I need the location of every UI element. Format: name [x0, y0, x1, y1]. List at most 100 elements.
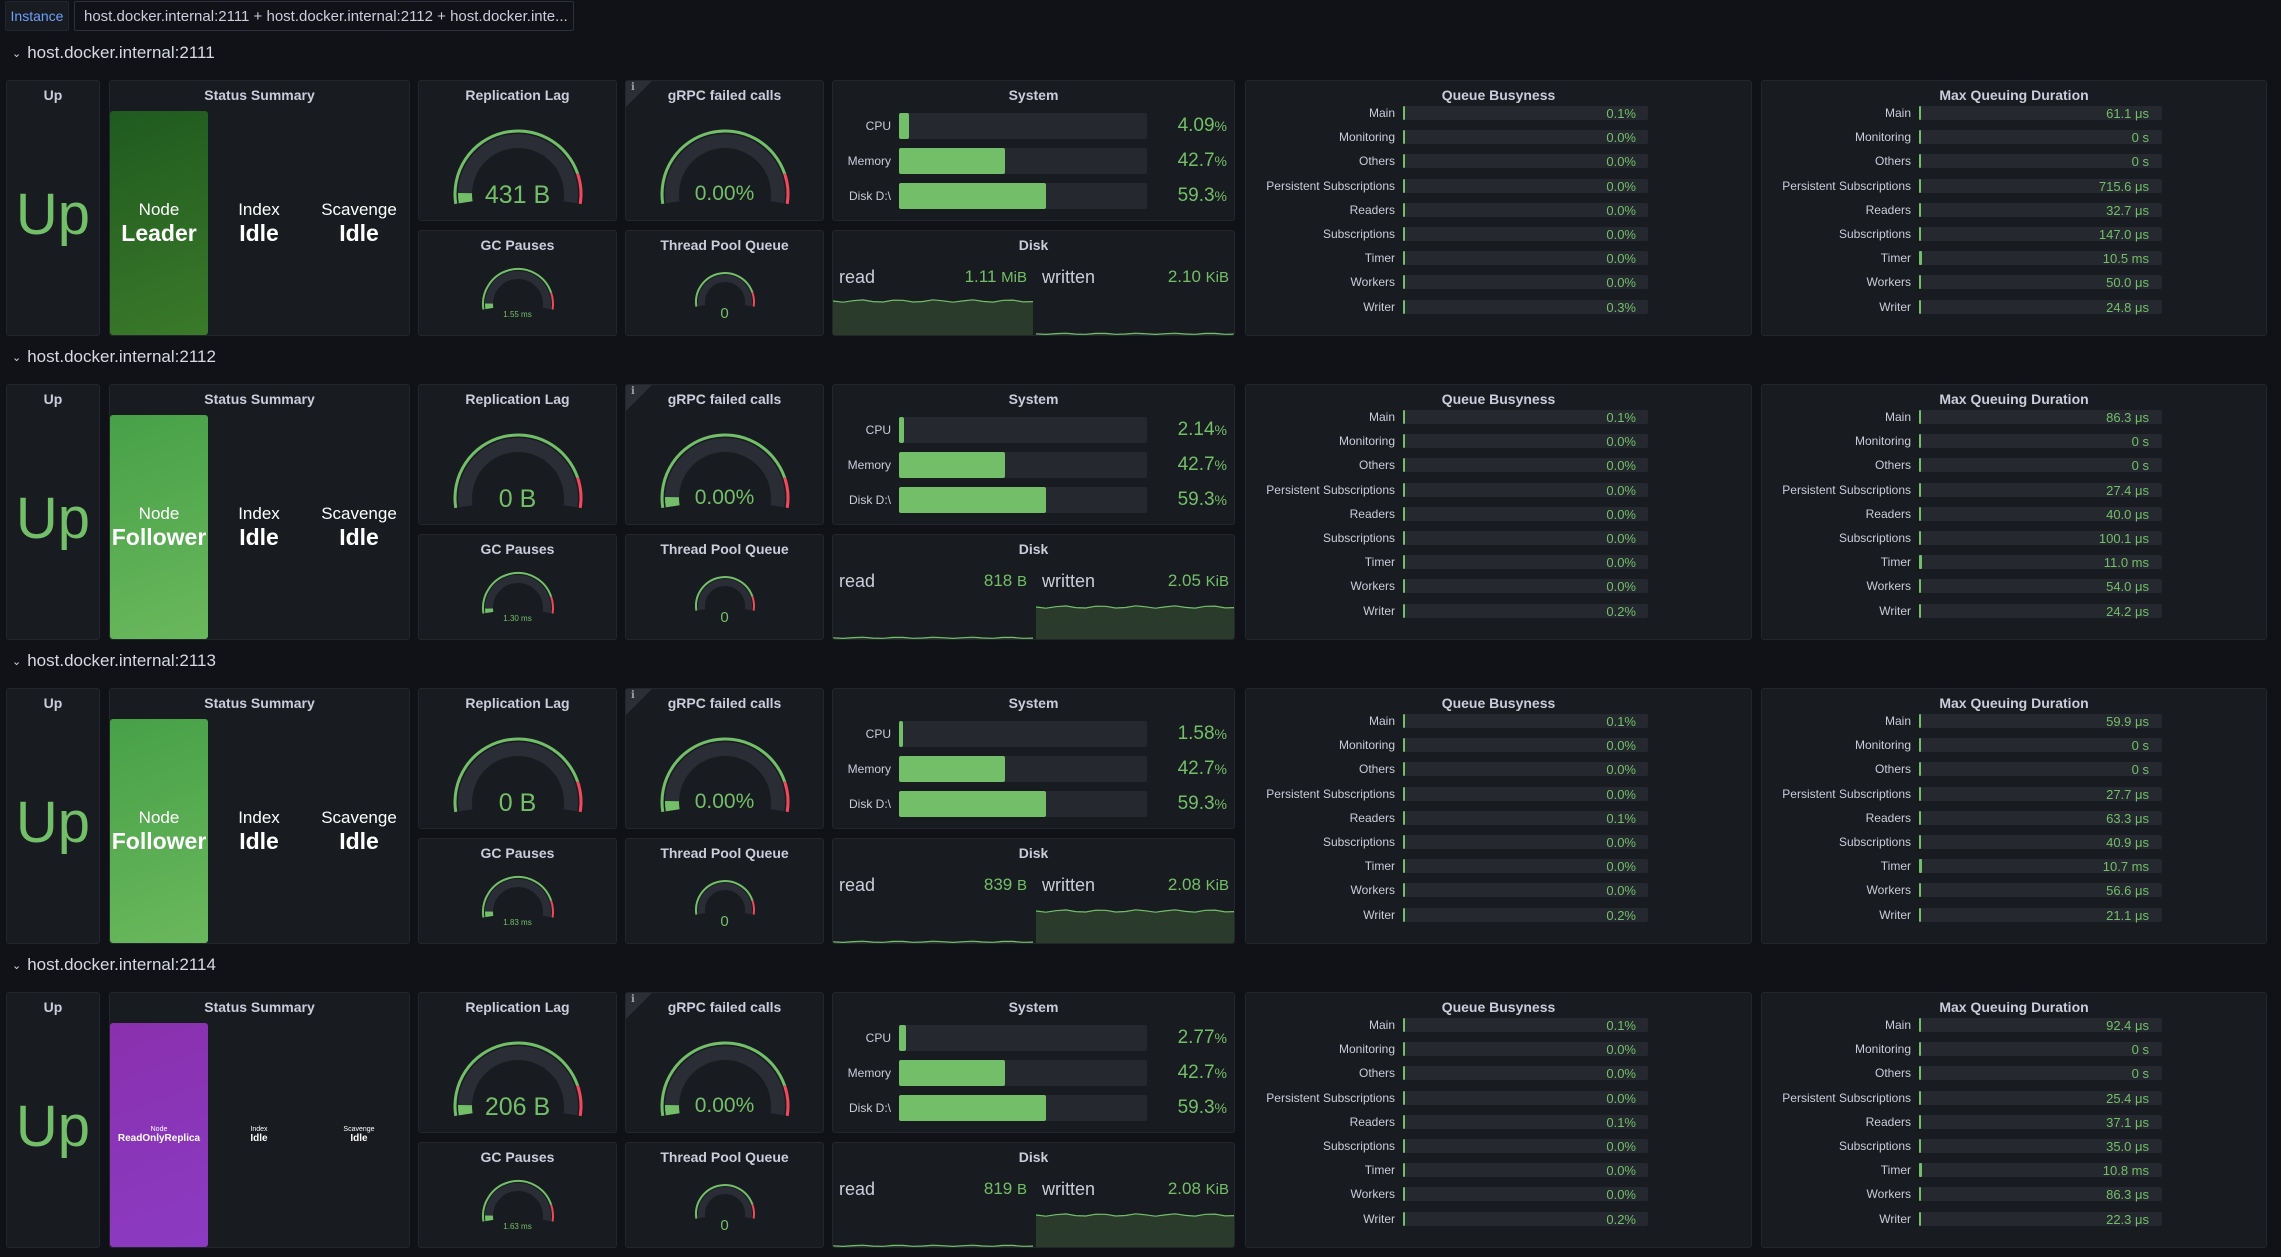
queue-bar-track: [1919, 762, 2162, 777]
up-panel[interactable]: Up Up: [6, 80, 100, 336]
gc-pauses-panel[interactable]: GC Pauses 1.83 ms: [418, 838, 617, 944]
disk-read-label: read: [839, 1179, 876, 1199]
gauge-threshold-ok: [660, 1041, 787, 1117]
queue-busyness-panel[interactable]: Queue Busyness Main 0.1% Monitoring 0.0% Oth…: [1245, 384, 1752, 640]
max-queuing-duration-panel[interactable]: Max Queuing Duration Main 86.3 μs Monitori…: [1761, 384, 2267, 640]
replication-lag-panel[interactable]: Replication Lag 0 B: [418, 688, 617, 829]
system-panel[interactable]: System CPU 4.09% Memory 42.7% Disk D:\ 59.3%: [832, 80, 1235, 221]
queue-value: 86.3 μs: [2106, 410, 2149, 425]
chevron-down-icon: ⌄: [12, 655, 22, 668]
queue-value: 0.1%: [1606, 1114, 1636, 1130]
panel-title: gRPC failed calls: [667, 391, 782, 407]
grpc-failed-calls-panel[interactable]: i gRPC failed calls 0.00%: [625, 688, 824, 829]
replication-lag-panel[interactable]: Replication Lag 431 B: [418, 80, 617, 221]
grpc-failed-calls-panel[interactable]: i gRPC failed calls 0.00%: [625, 992, 824, 1133]
info-icon[interactable]: i: [631, 82, 635, 93]
disk-panel[interactable]: Disk read 818 B written 2.05 KiB: [832, 534, 1235, 640]
queue-bar-fill: [1919, 154, 1921, 169]
disk-panel[interactable]: Disk read 1.11 MiB written 2.10 KiB: [832, 230, 1235, 336]
system-value-unit: %: [1214, 188, 1227, 204]
queue-bar-track: [1919, 883, 2162, 898]
row-header[interactable]: ⌄ host.docker.internal:2114: [12, 953, 216, 977]
system-panel[interactable]: System CPU 2.77% Memory 42.7% Disk D:\ 59.3%: [832, 992, 1235, 1133]
max-queuing-duration-panel[interactable]: Max Queuing Duration Main 92.4 μs Monitori…: [1761, 992, 2267, 1248]
thread-pool-queue-panel[interactable]: Thread Pool Queue 0: [625, 1142, 824, 1248]
queue-bar-track: [1919, 130, 2162, 145]
status-summary-panel[interactable]: Status Summary Node Follower Index Idle …: [109, 384, 410, 640]
max-queuing-duration-panel[interactable]: Max Queuing Duration Main 61.1 μs Monitori…: [1761, 80, 2267, 336]
info-icon[interactable]: i: [631, 690, 635, 701]
gc-pauses-panel[interactable]: GC Pauses 1.30 ms: [418, 534, 617, 640]
queue-row: Monitoring 0.0%: [1246, 738, 1751, 753]
disk-read-label: read: [839, 571, 876, 591]
queue-busyness-panel[interactable]: Queue Busyness Main 0.1% Monitoring 0.0% Oth…: [1245, 688, 1752, 944]
system-panel[interactable]: System CPU 1.58% Memory 42.7% Disk D:\ 59.3%: [832, 688, 1235, 829]
system-row-label: CPU: [865, 423, 891, 437]
info-icon[interactable]: i: [631, 994, 635, 1005]
system-value-unit: %: [1214, 422, 1227, 438]
gauge-threshold-ok: [482, 268, 553, 310]
up-panel[interactable]: Up Up: [6, 384, 100, 640]
queue-row: Others 0 s: [1762, 154, 2266, 169]
queue-value: 0 s: [2131, 130, 2149, 146]
disk-panel[interactable]: Disk read 839 B written 2.08 KiB: [832, 838, 1235, 944]
status-summary-panel[interactable]: Status Summary Node ReadOnlyReplica Inde…: [109, 992, 410, 1248]
gauge-threshold-danger: [783, 781, 790, 813]
queue-value: 0.1%: [1606, 810, 1636, 826]
gc-pauses-panel[interactable]: GC Pauses 1.55 ms: [418, 230, 617, 336]
info-corner: [626, 81, 652, 107]
grpc-failed-value: 0.00%: [694, 1094, 755, 1117]
queue-bar-track: [1919, 202, 2162, 217]
queue-row: Readers 0.1%: [1246, 810, 1751, 826]
index-status: Index Idle: [210, 415, 308, 639]
max-queuing-duration-panel[interactable]: Max Queuing Duration Main 59.9 μs Monitori…: [1761, 688, 2267, 944]
disk-read: read 819 B: [833, 1167, 1033, 1247]
system-row-label: CPU: [865, 1031, 891, 1045]
queue-bar-fill: [1403, 434, 1405, 449]
up-panel[interactable]: Up Up: [6, 992, 100, 1248]
replication-lag-panel[interactable]: Replication Lag 206 B: [418, 992, 617, 1133]
info-icon[interactable]: i: [631, 386, 635, 397]
thread-pool-queue-panel[interactable]: Thread Pool Queue 0: [625, 838, 824, 944]
replication-lag-value: 0 B: [498, 485, 537, 513]
queue-bar-track: [1919, 531, 2162, 545]
queue-name: Workers: [1866, 275, 1911, 290]
queue-value: 25.4 μs: [2106, 1090, 2149, 1106]
gauge-threshold-danger: [751, 292, 755, 307]
instance-variable-select[interactable]: host.docker.internal:2111 + host.docker.…: [74, 1, 574, 31]
queue-bar-track: [1403, 458, 1648, 473]
system-panel[interactable]: System CPU 2.14% Memory 42.7% Disk D:\ 59.3%: [832, 384, 1235, 525]
row-header[interactable]: ⌄ host.docker.internal:2111: [12, 41, 215, 65]
system-value-number: 59.3: [1177, 793, 1215, 814]
queue-bar-track: [1919, 251, 2162, 266]
system-row-value: 1.58%: [1163, 723, 1227, 745]
thread-pool-value: 0: [720, 913, 729, 930]
queue-name: Others: [1358, 154, 1395, 169]
gc-pauses-panel[interactable]: GC Pauses 1.63 ms: [418, 1142, 617, 1248]
queue-bar-track: [1919, 579, 2162, 594]
thread-pool-queue-panel[interactable]: Thread Pool Queue 0: [625, 230, 824, 336]
queue-row: Monitoring 0 s: [1762, 1042, 2266, 1057]
queue-name: Persistent Subscriptions: [1266, 1090, 1395, 1105]
queue-row: Others 0 s: [1762, 1066, 2266, 1081]
queue-name: Persistent Subscriptions: [1266, 178, 1395, 193]
status-summary-panel[interactable]: Status Summary Node Follower Index Idle …: [109, 688, 410, 944]
queue-busyness-panel[interactable]: Queue Busyness Main 0.1% Monitoring 0.0% Oth…: [1245, 992, 1752, 1248]
row-header[interactable]: ⌄ host.docker.internal:2113: [12, 649, 216, 673]
queue-busyness-panel[interactable]: Queue Busyness Main 0.1% Monitoring 0.0% Oth…: [1245, 80, 1752, 336]
row-header[interactable]: ⌄ host.docker.internal:2112: [12, 345, 216, 369]
queue-value: 24.2 μs: [2106, 603, 2149, 619]
thread-pool-queue-panel[interactable]: Thread Pool Queue 0: [625, 534, 824, 640]
queue-name: Workers: [1350, 275, 1395, 290]
replication-lag-panel[interactable]: Replication Lag 0 B: [418, 384, 617, 525]
disk-panel[interactable]: Disk read 819 B written 2.08 KiB: [832, 1142, 1235, 1248]
up-panel[interactable]: Up Up: [6, 688, 100, 944]
queue-value: 50.0 μs: [2106, 275, 2149, 291]
queue-value: 0 s: [2131, 1042, 2149, 1058]
grpc-failed-calls-panel[interactable]: i gRPC failed calls 0.00%: [625, 80, 824, 221]
gauge-threshold-ok: [453, 1041, 580, 1117]
grpc-failed-calls-panel[interactable]: i gRPC failed calls 0.00%: [625, 384, 824, 525]
gauge-graphic: [695, 880, 755, 915]
system-value-unit: %: [1214, 1065, 1227, 1081]
status-summary-panel[interactable]: Status Summary Node Leader Index Idle Sc…: [109, 80, 410, 336]
